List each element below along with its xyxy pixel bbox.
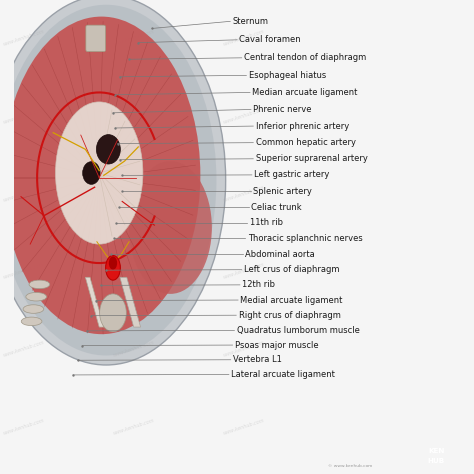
Ellipse shape [100, 294, 127, 332]
Text: Common hepatic artery: Common hepatic artery [255, 138, 356, 147]
Text: Right crus of diaphragm: Right crus of diaphragm [238, 311, 340, 319]
Text: www.kenhub.com: www.kenhub.com [112, 418, 155, 436]
Text: Left gastric artery: Left gastric artery [254, 171, 329, 179]
Polygon shape [120, 277, 141, 327]
Text: Median arcuate ligament: Median arcuate ligament [252, 88, 358, 97]
Text: Vertebra L1: Vertebra L1 [233, 356, 282, 364]
Text: Sternum: Sternum [233, 17, 269, 26]
Text: Central tendon of diaphragm: Central tendon of diaphragm [244, 54, 366, 62]
Text: www.kenhub.com: www.kenhub.com [2, 29, 45, 47]
Text: Celiac trunk: Celiac trunk [251, 203, 301, 211]
Text: www.kenhub.com: www.kenhub.com [112, 184, 155, 202]
Text: www.kenhub.com: www.kenhub.com [112, 262, 155, 280]
Text: Splenic artery: Splenic artery [253, 187, 312, 195]
Text: www.kenhub.com: www.kenhub.com [223, 418, 265, 436]
Text: HUB: HUB [428, 457, 445, 464]
Text: www.kenhub.com: www.kenhub.com [2, 184, 45, 202]
FancyBboxPatch shape [86, 25, 106, 52]
Text: © www.kenhub.com: © www.kenhub.com [328, 465, 372, 468]
Ellipse shape [109, 256, 117, 270]
Ellipse shape [82, 162, 100, 184]
Text: KEN: KEN [428, 448, 444, 454]
Text: www.kenhub.com: www.kenhub.com [223, 262, 265, 280]
Text: www.kenhub.com: www.kenhub.com [223, 29, 265, 47]
Text: www.kenhub.com: www.kenhub.com [2, 262, 45, 280]
Ellipse shape [29, 280, 50, 289]
Text: Lateral arcuate ligament: Lateral arcuate ligament [231, 370, 335, 379]
Text: www.kenhub.com: www.kenhub.com [223, 340, 265, 358]
Polygon shape [85, 277, 104, 327]
Text: 12th rib: 12th rib [242, 281, 275, 289]
Ellipse shape [21, 317, 42, 326]
Text: www.kenhub.com: www.kenhub.com [112, 340, 155, 358]
Text: www.kenhub.com: www.kenhub.com [223, 184, 265, 202]
Text: Inferior phrenic artery: Inferior phrenic artery [255, 122, 349, 130]
Ellipse shape [0, 0, 226, 365]
Ellipse shape [23, 305, 44, 313]
Text: Caval foramen: Caval foramen [239, 36, 301, 44]
Text: www.kenhub.com: www.kenhub.com [112, 107, 155, 125]
Text: Left crus of diaphragm: Left crus of diaphragm [244, 265, 339, 274]
Ellipse shape [0, 5, 217, 356]
Text: Esophageal hiatus: Esophageal hiatus [249, 71, 326, 80]
Text: Medial arcuate ligament: Medial arcuate ligament [240, 296, 343, 304]
Ellipse shape [129, 161, 212, 294]
Text: 11th rib: 11th rib [250, 219, 283, 227]
Ellipse shape [26, 292, 46, 301]
Text: Superior suprarenal artery: Superior suprarenal artery [255, 155, 367, 163]
Text: www.kenhub.com: www.kenhub.com [112, 29, 155, 47]
Text: Phrenic nerve: Phrenic nerve [253, 105, 312, 114]
Text: Psoas major muscle: Psoas major muscle [235, 341, 319, 349]
Text: Abdominal aorta: Abdominal aorta [245, 250, 315, 258]
Ellipse shape [55, 102, 143, 244]
Ellipse shape [106, 255, 120, 280]
Ellipse shape [96, 135, 120, 164]
Text: www.kenhub.com: www.kenhub.com [223, 107, 265, 125]
Text: www.kenhub.com: www.kenhub.com [2, 418, 45, 436]
Text: Quadratus lumborum muscle: Quadratus lumborum muscle [237, 326, 360, 335]
Ellipse shape [3, 17, 201, 334]
Text: www.kenhub.com: www.kenhub.com [2, 107, 45, 125]
Text: www.kenhub.com: www.kenhub.com [2, 340, 45, 358]
Text: Thoracic splanchnic nerves: Thoracic splanchnic nerves [248, 234, 363, 243]
